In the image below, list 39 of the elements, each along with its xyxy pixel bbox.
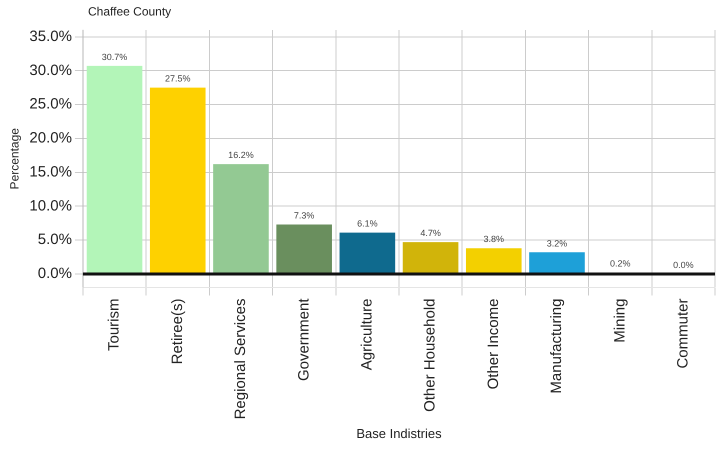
bar — [213, 164, 269, 274]
x-tick-label: Mining — [611, 298, 628, 343]
x-tick-label: Retiree(s) — [168, 298, 186, 364]
y-tick-label: 25.0% — [29, 96, 72, 113]
data-label: 0.0% — [673, 260, 694, 270]
data-label: 30.7% — [102, 52, 128, 62]
x-axis-title: Base Indistries — [356, 426, 442, 441]
x-tick-label: Commuter — [674, 298, 692, 369]
x-tick-label: Government — [295, 298, 312, 382]
x-tick-label: Manufacturing — [548, 298, 566, 394]
bar — [340, 232, 396, 274]
chart-title: Chaffee County — [88, 4, 172, 18]
data-label: 0.2% — [610, 258, 630, 269]
y-tick-label: 35.0% — [29, 28, 72, 45]
data-label: 4.7% — [420, 228, 441, 238]
bar — [529, 252, 585, 274]
bar — [466, 248, 522, 274]
data-label: 7.3% — [294, 210, 314, 220]
x-tick-label: Tourism — [106, 298, 123, 352]
bar — [150, 88, 206, 274]
bar — [402, 242, 458, 274]
y-tick-label: 5.0% — [38, 231, 72, 248]
data-label: 3.8% — [484, 234, 504, 244]
x-tick-label: Other Household — [422, 298, 439, 412]
y-tick-label: 0.0% — [38, 265, 72, 282]
data-label: 27.5% — [164, 74, 191, 84]
bar — [86, 66, 142, 274]
y-tick-label: 10.0% — [29, 197, 72, 214]
data-label: 3.2% — [546, 238, 568, 248]
y-axis-title: Percentage — [8, 128, 22, 190]
x-tick-label: Other Income — [484, 298, 502, 390]
y-tick-label: 30.0% — [29, 62, 72, 79]
x-tick-label: Regional Services — [232, 298, 250, 420]
x-tick-label: Agriculture — [358, 298, 376, 370]
data-label: 16.2% — [228, 150, 254, 160]
data-label: 6.1% — [357, 218, 378, 229]
y-tick-label: 20.0% — [29, 130, 72, 147]
bar — [276, 224, 332, 274]
y-tick-label: 15.0% — [29, 163, 72, 180]
